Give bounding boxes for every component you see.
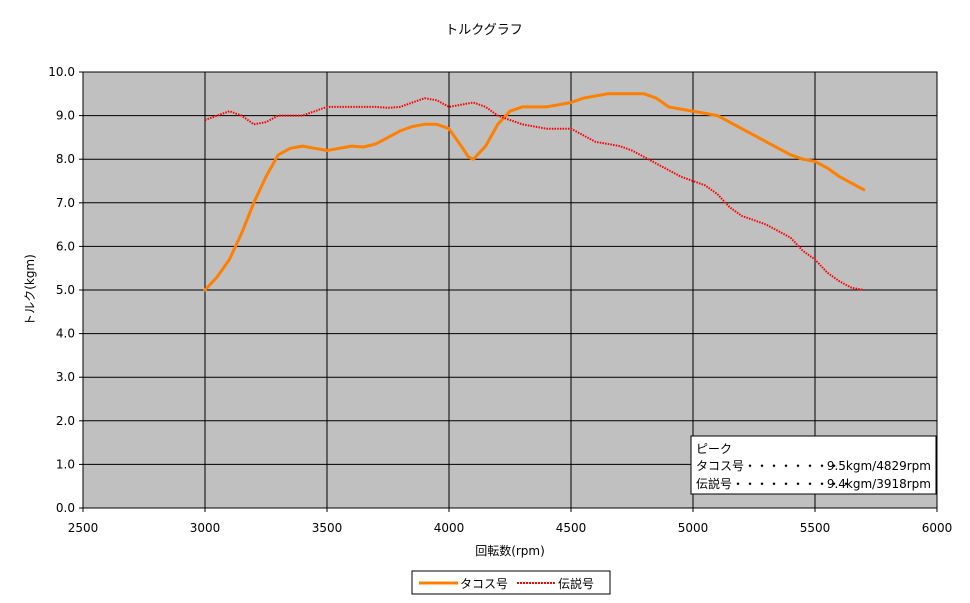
y-tick-label: 2.0 [56, 414, 75, 428]
y-tick-label: 6.0 [56, 239, 75, 253]
x-tick-label: 3500 [312, 521, 343, 535]
legend-label-densetsu: 伝説号 [558, 576, 594, 591]
x-tick-label: 4000 [434, 521, 465, 535]
y-tick-label: 4.0 [56, 327, 75, 341]
x-axis-ticks: 2500 3000 3500 4000 4500 5000 5500 6000 [68, 508, 953, 535]
y-axis-ticks: 0.0 1.0 2.0 3.0 4.0 5.0 6.0 7.0 8.0 9.0 10.0 [48, 65, 83, 515]
y-tick-label: 9.0 [56, 109, 75, 123]
y-axis-title: トルク(kgm) [23, 254, 37, 326]
peak-row-label: 伝説号・・・・・・・・・・ [696, 476, 852, 491]
y-tick-label: 10.0 [48, 65, 75, 79]
peak-row-label: タコス号・・・・・・・・ [696, 459, 840, 473]
peak-row-value: 9.5kgm/4829rpm [827, 459, 931, 473]
y-tick-label: 7.0 [56, 196, 75, 210]
grid-lines [82, 71, 938, 509]
y-tick-label: 8.0 [56, 152, 75, 166]
y-tick-label: 5.0 [56, 283, 75, 297]
chart-title: トルクグラフ [445, 23, 522, 38]
y-tick-label: 1.0 [56, 457, 75, 471]
x-tick-label: 6000 [922, 521, 953, 535]
y-tick-label: 0.0 [56, 501, 75, 515]
series-lines [203, 92, 866, 292]
series-line-tacos [203, 92, 866, 292]
x-tick-label: 5000 [678, 521, 709, 535]
x-tick-label: 3000 [190, 521, 221, 535]
x-axis-title: 回転数(rpm) [475, 543, 545, 558]
series-line-densetsu [204, 97, 864, 291]
peak-annotation-box: ピーク タコス号・・・・・・・・ 9.5kgm/4829rpm 伝説号・・・・・… [690, 435, 937, 495]
peak-heading: ピーク [696, 442, 732, 456]
legend-label-tacos: タコス号 [460, 577, 508, 591]
peak-row-value: 9.4kgm/3918rpm [827, 477, 931, 491]
x-tick-label: 2500 [68, 521, 99, 535]
x-tick-label: 5500 [800, 521, 831, 535]
chart-legend: タコス号 伝説号 [411, 570, 611, 595]
x-tick-label: 4500 [556, 521, 587, 535]
y-tick-label: 3.0 [56, 370, 75, 384]
